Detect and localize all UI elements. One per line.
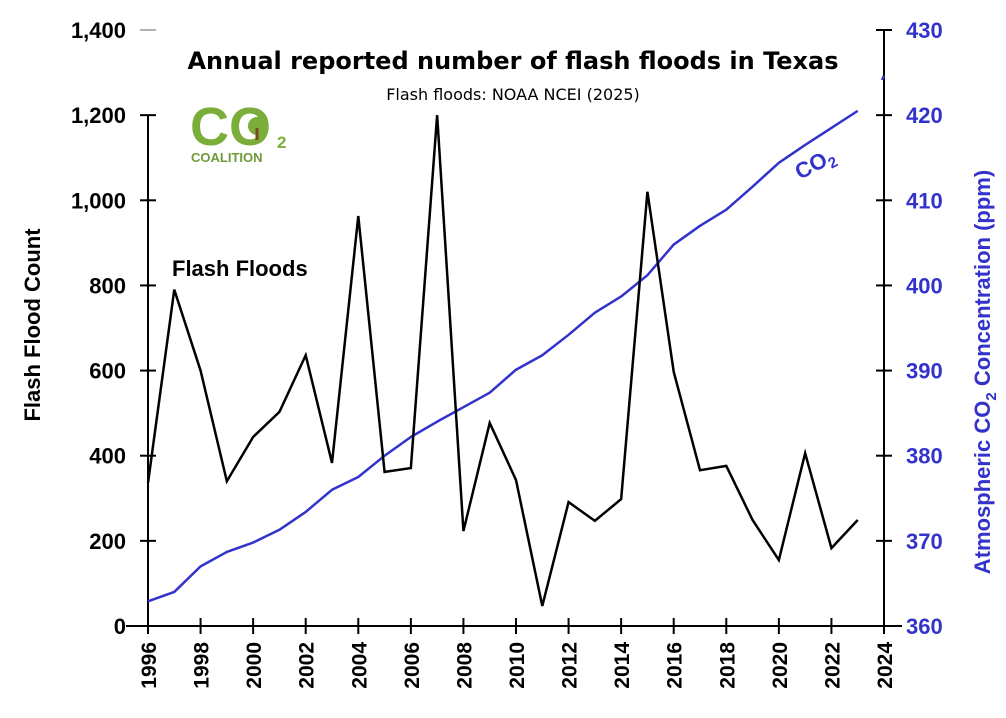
right-axis-ticks: 360 370 380 390 400 410 420 430 — [876, 18, 943, 639]
left-tick-label: 0 — [114, 614, 126, 639]
x-tick-label: 2020 — [769, 642, 792, 689]
x-tick-label: 2018 — [716, 642, 739, 689]
x-tick-label: 2014 — [611, 642, 634, 689]
logo-caption: COALITION — [191, 150, 263, 165]
co2-line — [147, 109, 859, 603]
left-tick-label: 1,000 — [71, 188, 126, 213]
x-tick-label: 2000 — [243, 642, 266, 689]
left-axis-label: Flash Flood Count — [20, 228, 45, 422]
logo-subscript: 2 — [277, 133, 286, 152]
right-tick-label: 400 — [906, 273, 943, 298]
right-tick-label: 410 — [906, 188, 943, 213]
co2-series — [147, 75, 886, 603]
co2-coalition-logo: CO 2 COALITION — [190, 97, 286, 165]
tree-icon — [248, 117, 266, 140]
left-axis-ticks: 0 200 400 600 800 1,000 1,200 1,400 — [71, 18, 156, 639]
right-axis-label: Atmospheric CO2 Concentration (ppm) — [970, 170, 1000, 574]
x-tick-label: 2002 — [296, 642, 319, 689]
left-tick-label: 200 — [89, 529, 126, 554]
x-tick-label: 2012 — [559, 642, 582, 689]
x-tick-label: 2004 — [348, 642, 371, 689]
flash-floods-series-label: Flash Floods — [172, 256, 308, 281]
left-tick-label: 400 — [89, 444, 126, 469]
right-tick-label: 430 — [906, 18, 943, 43]
left-tick-label: 600 — [89, 359, 126, 384]
right-axis-label-prefix: Atmospheric CO — [970, 401, 995, 575]
right-tick-label: 420 — [906, 103, 943, 128]
flash-flood-series — [146, 115, 859, 607]
left-tick-label: 1,400 — [71, 18, 126, 43]
x-tick-label: 2006 — [401, 642, 424, 689]
x-tick-label: 2022 — [821, 642, 844, 689]
left-tick-label: 800 — [89, 273, 126, 298]
x-tick-label: 1996 — [138, 642, 161, 689]
flash-flood-line — [146, 115, 859, 607]
co2-2024-marker — [880, 75, 886, 81]
left-tick-label: 1,200 — [71, 103, 126, 128]
x-tick-label: 1998 — [191, 642, 214, 689]
right-tick-label: 370 — [906, 529, 943, 554]
right-tick-label: 360 — [906, 614, 943, 639]
co2-label-main: CO — [791, 147, 832, 185]
right-tick-label: 390 — [906, 359, 943, 384]
x-axis-ticks: 1996 1998 2000 2002 2004 2006 2008 2010 2012 2014… — [138, 618, 897, 689]
right-tick-label: 380 — [906, 444, 943, 469]
x-tick-label: 2008 — [453, 642, 476, 689]
x-tick-label: 2016 — [664, 642, 687, 689]
x-tick-label: 2024 — [874, 642, 897, 689]
right-axis-label-subscript: 2 — [983, 392, 1000, 400]
right-axis-label-suffix: Concentration (ppm) — [970, 170, 995, 392]
chart-subtitle: Flash floods: NOAA NCEI (2025) — [386, 85, 640, 104]
x-tick-label: 2010 — [506, 642, 529, 689]
chart-title: Annual reported number of flash floods i… — [187, 47, 838, 75]
